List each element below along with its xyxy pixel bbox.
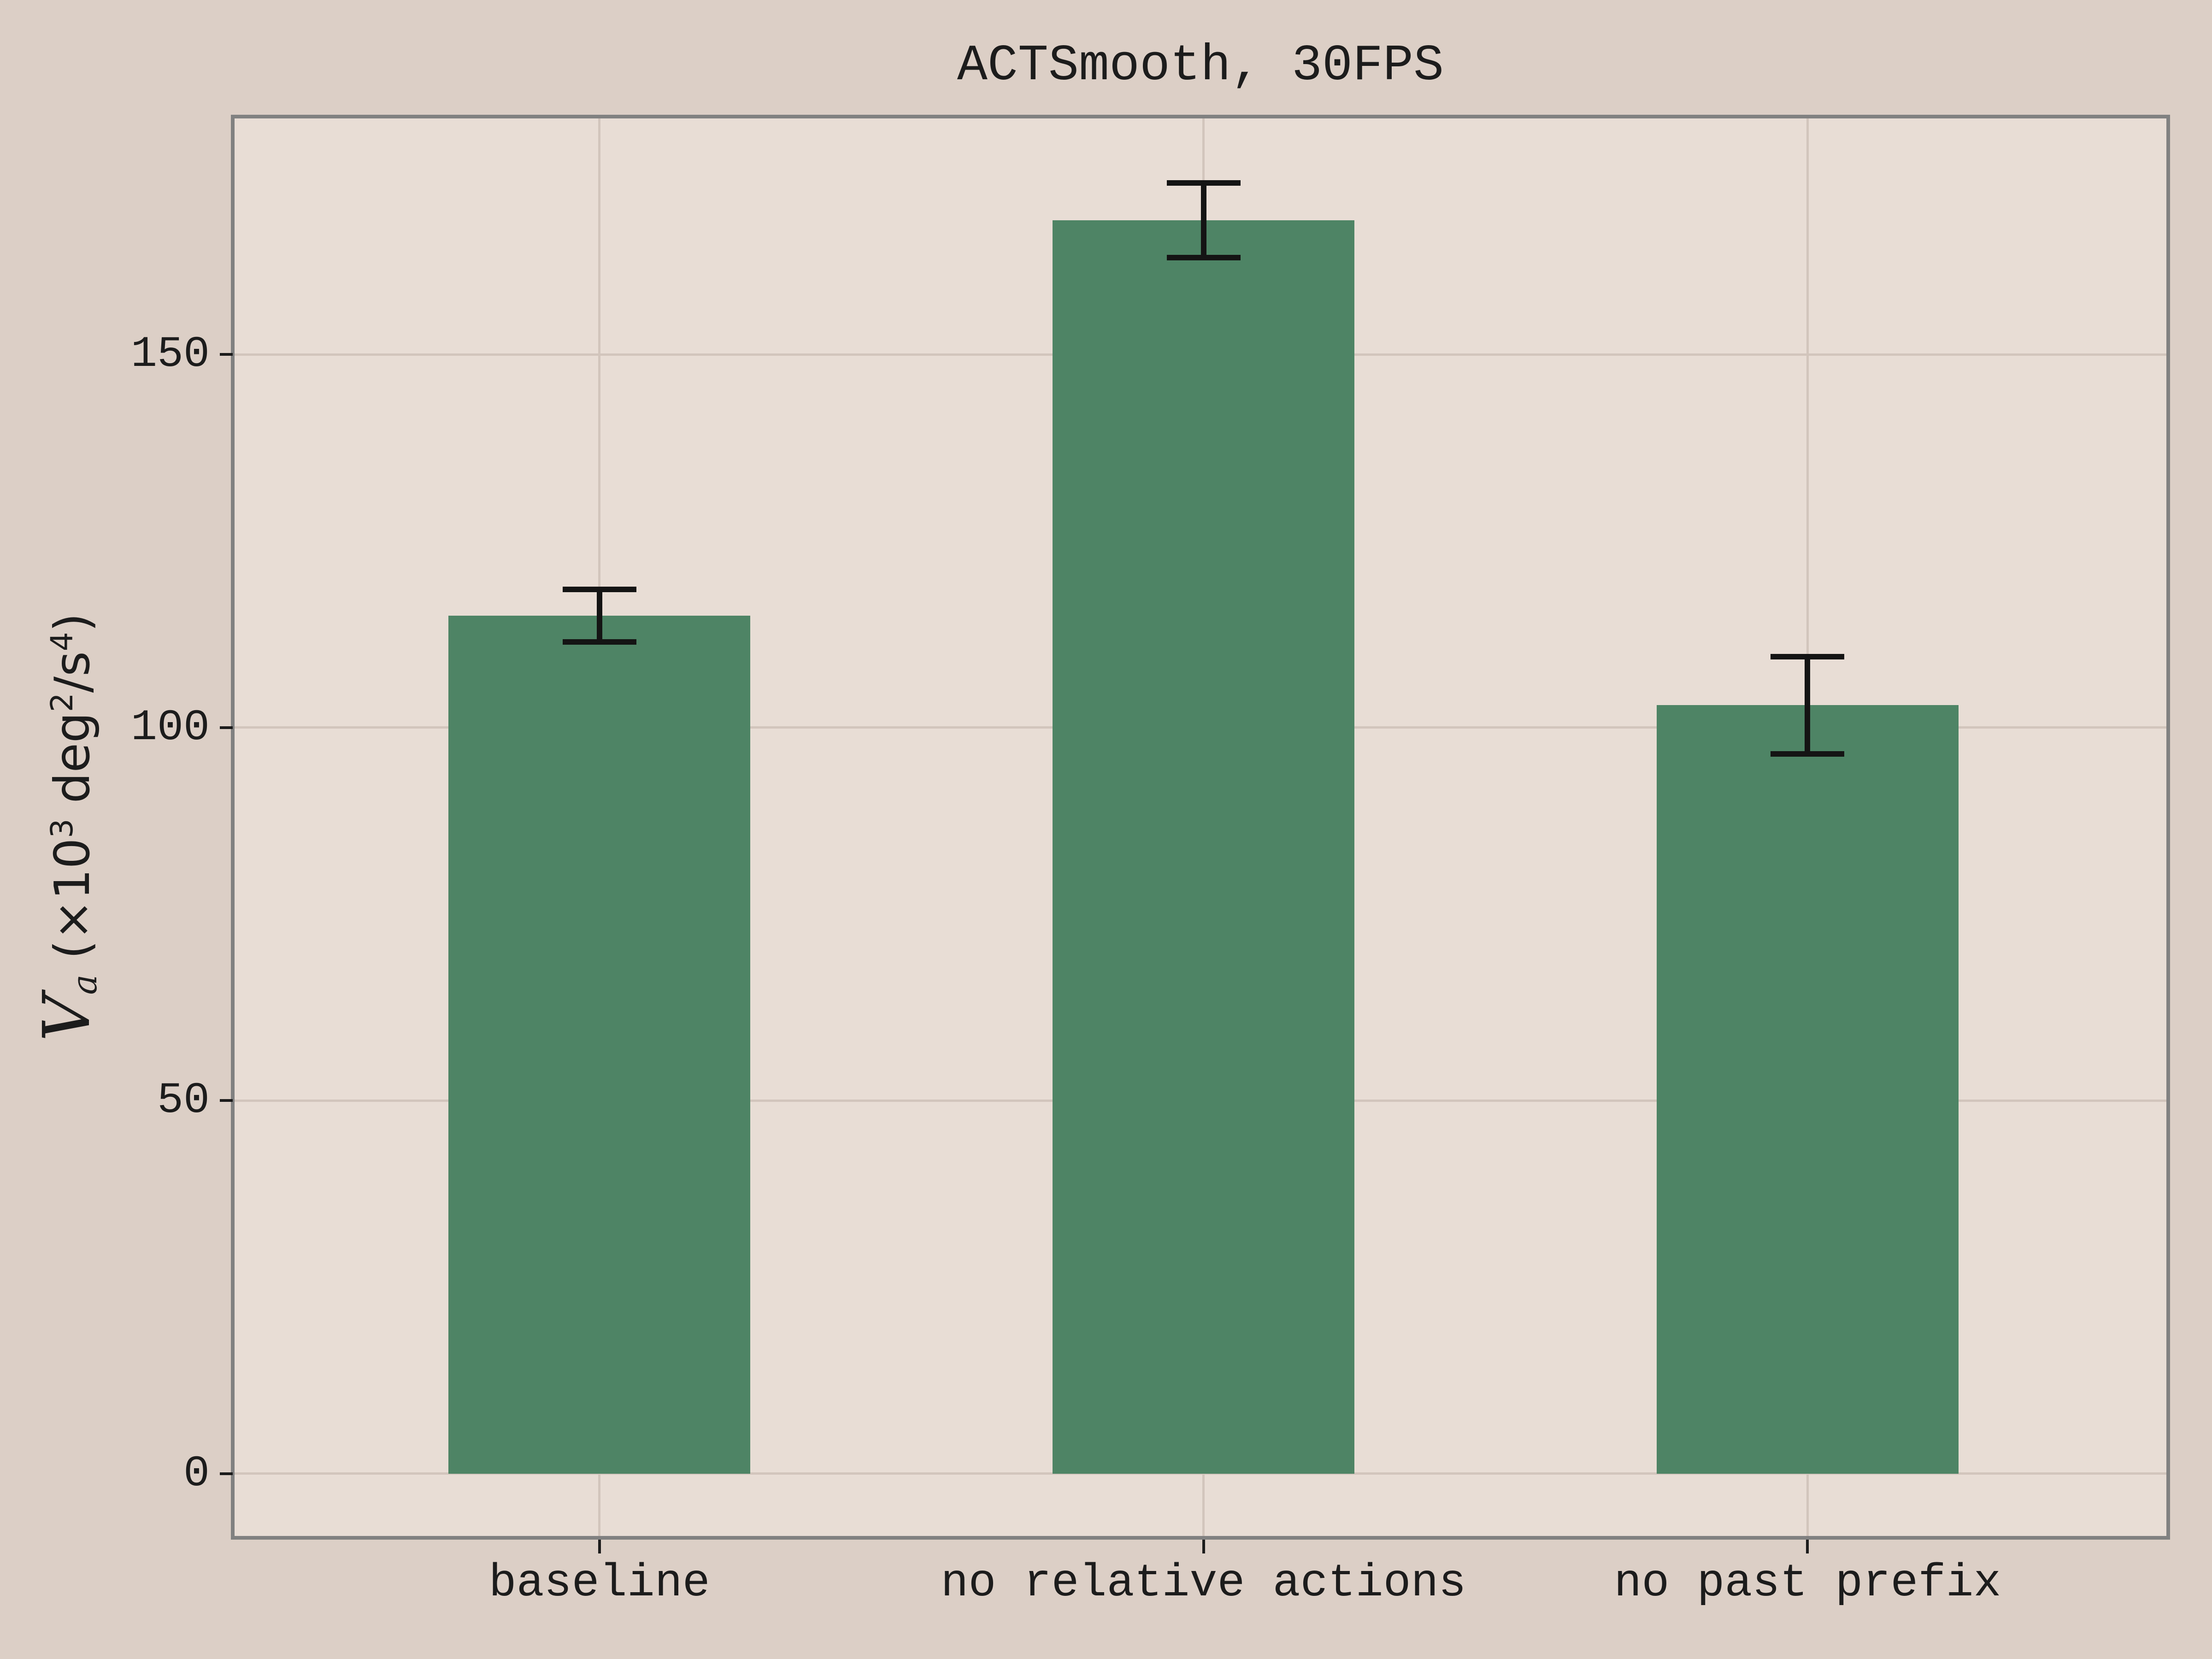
ylabel-unit-per-s: /s — [44, 651, 100, 693]
error-bar-cap-bottom — [1166, 254, 1241, 260]
y-tick-label: 100 — [130, 702, 210, 753]
x-tick-mark — [1806, 1540, 1809, 1553]
ylabel-exponent-3: 3 — [44, 818, 80, 838]
y-gridline — [233, 1472, 2168, 1475]
y-tick-mark — [220, 726, 233, 729]
error-bar-cap-top — [1771, 654, 1845, 660]
bar — [448, 616, 751, 1474]
ylabel-variable: V — [29, 994, 105, 1041]
y-axis-label: Va (×103 deg2/s4) — [29, 613, 105, 1041]
ylabel-subscript: a — [65, 974, 105, 995]
x-tick-mark — [1202, 1540, 1205, 1553]
error-bar-cap-top — [562, 587, 636, 593]
x-tick-label: no relative actions — [941, 1558, 1466, 1610]
x-tick-label: no past prefix — [1614, 1558, 2001, 1610]
chart-title: ACTSmooth, 30FPS — [957, 37, 1444, 95]
x-tick-mark — [598, 1540, 601, 1553]
x-tick-label: baseline — [488, 1558, 710, 1610]
bar — [1052, 220, 1355, 1474]
y-tick-label: 50 — [157, 1076, 210, 1126]
ylabel-unit-prefix: (×10 — [44, 838, 100, 975]
error-bar-cap-bottom — [562, 639, 636, 645]
y-tick-mark — [220, 1472, 233, 1475]
y-tick-mark — [220, 1099, 233, 1102]
error-bar-stem — [1805, 657, 1811, 754]
ylabel-close-paren: ) — [44, 613, 100, 632]
error-bar-cap-top — [1166, 180, 1241, 186]
error-bar-stem — [596, 589, 602, 642]
error-bar-cap-bottom — [1771, 751, 1845, 757]
bar — [1656, 705, 1959, 1474]
y-tick-mark — [220, 353, 233, 356]
y-tick-label: 0 — [183, 1448, 210, 1499]
error-bar-stem — [1200, 183, 1206, 258]
y-tick-label: 150 — [130, 329, 210, 380]
ylabel-exponent-4: 4 — [44, 632, 80, 652]
